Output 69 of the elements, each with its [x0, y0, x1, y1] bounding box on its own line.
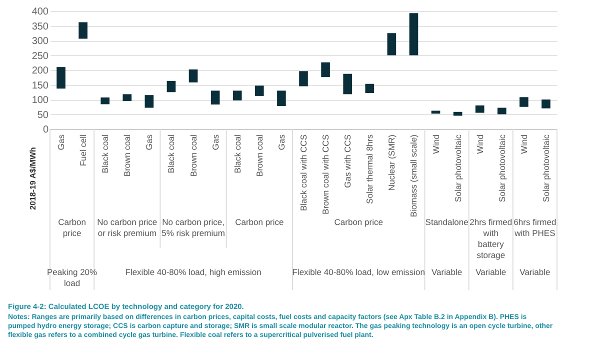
text: No carbon price, 5% risk premium [162, 217, 225, 238]
bar [232, 90, 242, 100]
bar [255, 86, 264, 96]
x-tick-label: Brown coal [254, 134, 264, 177]
bar [431, 110, 440, 114]
bar [299, 71, 308, 86]
x-tick-label: Solar photovoltaic [540, 134, 551, 202]
bar [343, 74, 352, 94]
text: 6hrs firmed with PHES [514, 217, 556, 238]
x-tick-label: Black coal [166, 134, 176, 174]
bar [122, 94, 132, 101]
x-tick-label: Wind [518, 134, 529, 154]
x-tick-label: Gas with CCS [342, 134, 353, 188]
text: Carbon price [334, 217, 384, 227]
x-tick-label: Brown coal with CCS [320, 134, 331, 214]
x-tick-label: Solar photovoltaic [496, 134, 507, 202]
x-tick-label: Black coal with CCS [298, 134, 308, 212]
x-tick-label: Brown coal [188, 134, 198, 177]
x-tick-label: Fuel cell [78, 134, 88, 166]
y-tick-label: 400 [32, 6, 49, 18]
x-tick-label: Gas [144, 134, 154, 150]
bar [56, 67, 66, 89]
y-tick-label: 300 [32, 36, 49, 47]
bar [210, 90, 220, 105]
text: 2hrs firmed with battery storage [470, 217, 512, 260]
bar [520, 97, 528, 107]
bar [144, 95, 154, 108]
bar [365, 84, 374, 94]
x-tick-label: Brown coal [122, 134, 132, 177]
x-tick-label: Biomass (small scale) [408, 134, 419, 218]
x-tick-label: Wind [474, 134, 485, 154]
x-tick-label: Solar photovoltaic [452, 134, 463, 202]
text: Variable [432, 267, 462, 277]
y-axis-title: 2018-19 A$/MWh [28, 146, 38, 210]
bar [321, 62, 330, 78]
bar [100, 97, 110, 104]
bar [475, 105, 484, 113]
bar [409, 13, 418, 56]
x-tick-label: Wind [430, 134, 441, 154]
text: Variable [520, 267, 551, 277]
y-tick-label: 200 [32, 66, 49, 76]
text: Variable [476, 267, 506, 277]
x-tick-label: Black coal [232, 134, 242, 174]
text: Flexible 40-80% load, high emission [125, 267, 262, 277]
text: Flexible 40-80% load, low emission [292, 267, 426, 277]
y-tick-label: 100 [32, 95, 49, 106]
x-tick-label: Gas [56, 134, 66, 150]
y-tick-label: 150 [32, 80, 49, 92]
bar [542, 100, 550, 108]
y-tick-label: 350 [32, 21, 49, 32]
x-tick-label: Nuclear (SMR) [386, 134, 397, 191]
text: Peaking 20% load [46, 267, 98, 288]
bar [78, 22, 88, 39]
text: Standalone [425, 217, 469, 227]
bar [277, 90, 286, 106]
x-tick-label: Solar thermal 8hrs [364, 134, 375, 204]
bar [166, 80, 176, 92]
x-tick-label: Gas [210, 134, 220, 150]
y-tick-label: 250 [32, 50, 49, 62]
text: No carbon price or risk premium [97, 217, 158, 238]
y-tick-label: 50 [37, 110, 49, 121]
text: Carbon price [58, 217, 86, 238]
text: Carbon price [235, 217, 284, 227]
x-tick-label: Gas [276, 134, 286, 150]
bar [188, 69, 198, 82]
bar [497, 108, 506, 114]
y-tick-label: 0 [42, 124, 49, 136]
bar [387, 33, 396, 56]
x-tick-label: Black coal [100, 134, 110, 174]
